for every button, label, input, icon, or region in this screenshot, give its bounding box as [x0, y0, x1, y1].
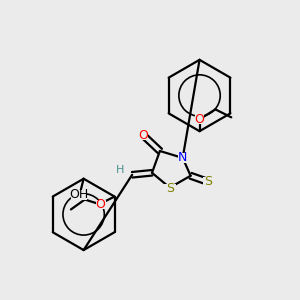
Text: H: H [116, 165, 124, 175]
Text: O: O [195, 113, 205, 126]
FancyBboxPatch shape [115, 165, 125, 175]
FancyBboxPatch shape [96, 200, 106, 209]
FancyBboxPatch shape [195, 114, 205, 124]
Text: O: O [138, 129, 148, 142]
FancyBboxPatch shape [178, 153, 188, 163]
Text: O: O [96, 198, 106, 211]
Text: OH: OH [69, 188, 88, 201]
FancyBboxPatch shape [138, 130, 148, 140]
Text: S: S [205, 175, 212, 188]
Text: S: S [166, 182, 174, 195]
FancyBboxPatch shape [202, 177, 214, 187]
FancyBboxPatch shape [164, 184, 176, 194]
Text: N: N [178, 152, 188, 164]
FancyBboxPatch shape [71, 190, 87, 200]
